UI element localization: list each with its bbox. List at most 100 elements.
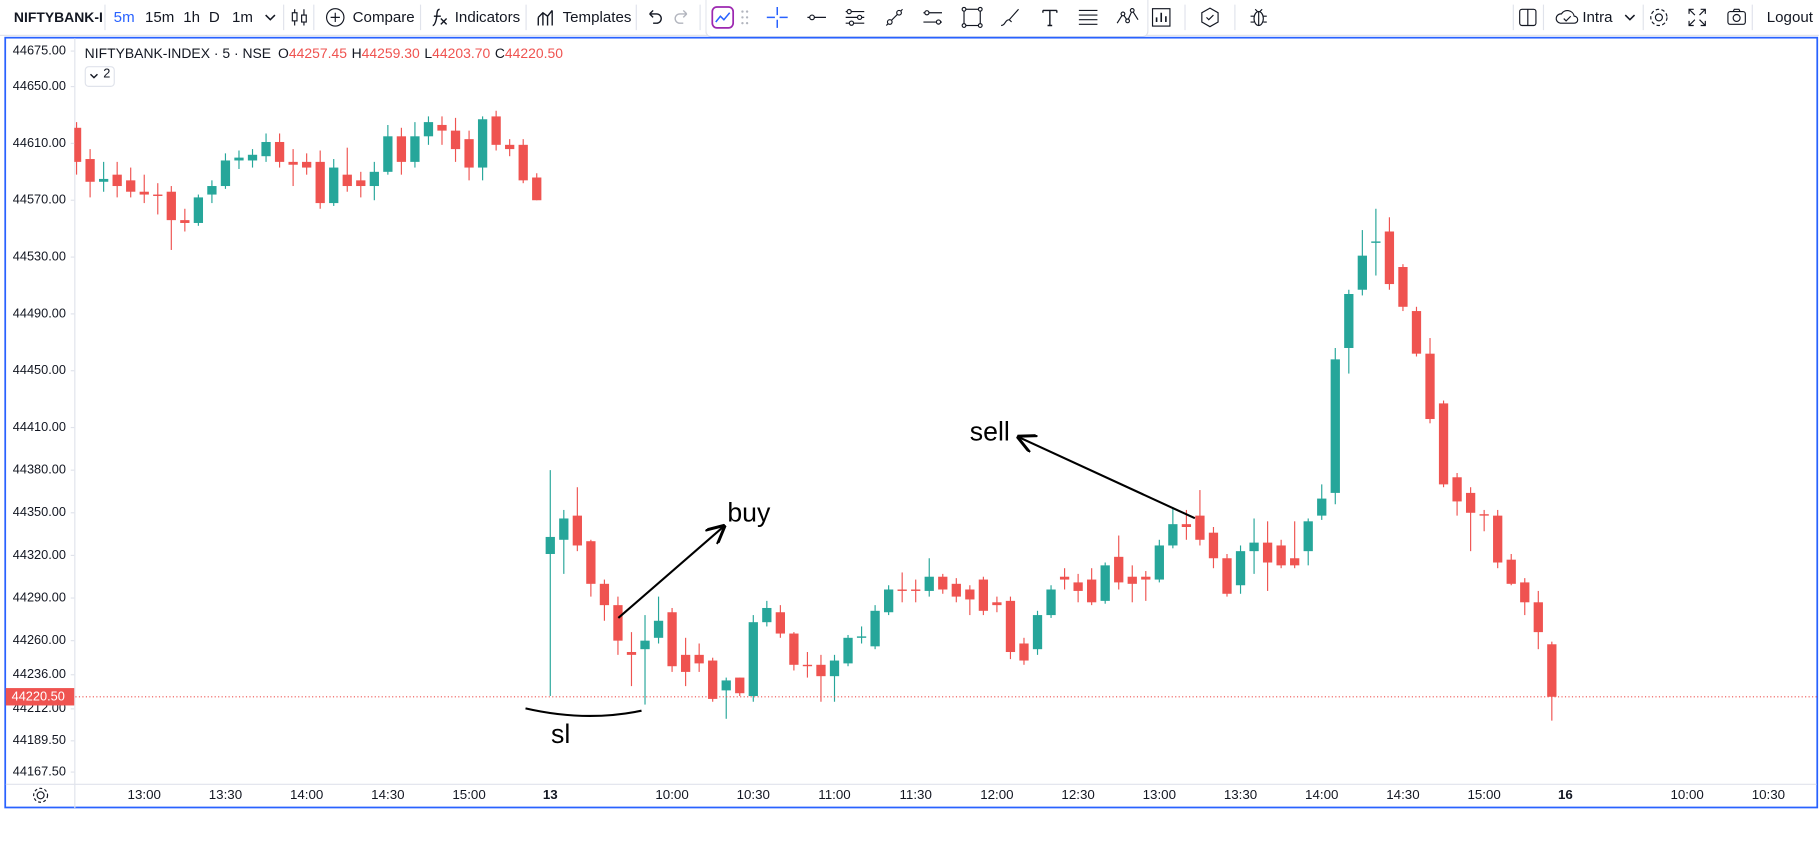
candle-body — [680, 654, 691, 672]
candle-body — [545, 536, 555, 554]
y-tick-label: 44610.00 — [13, 135, 66, 150]
crosshair-tool[interactable] — [766, 6, 789, 29]
candle-body — [532, 177, 542, 201]
candle-body — [1465, 492, 1476, 513]
candle-body — [802, 664, 813, 667]
buy-arrow — [617, 526, 724, 619]
divider — [313, 4, 315, 31]
layout-name[interactable]: Intra — [1582, 8, 1613, 26]
candle-body — [1249, 542, 1259, 552]
x-tick-label: 10:30 — [1752, 787, 1785, 802]
x-tick-label: 13:30 — [1224, 787, 1257, 802]
redo-icon[interactable] — [672, 7, 693, 28]
ray-tool[interactable] — [883, 6, 906, 29]
x-tick-label: 14:00 — [290, 787, 323, 802]
candle-body — [1520, 582, 1530, 603]
candle-body — [735, 677, 745, 694]
x-tick-label: 14:00 — [1305, 787, 1338, 802]
divider — [1512, 4, 1514, 31]
layout-icon[interactable] — [1517, 7, 1538, 28]
interval[interactable]: D — [208, 8, 220, 26]
candle-body — [112, 174, 122, 187]
x-tick-label: 10:30 — [737, 787, 770, 802]
fib-tool[interactable] — [1077, 6, 1100, 29]
hlines-tool[interactable] — [843, 6, 866, 29]
ohlc-item: H44259.30 — [352, 45, 420, 62]
templates-button[interactable]: Templates — [562, 8, 632, 26]
candle-body — [965, 589, 975, 600]
interval[interactable]: 1m — [232, 8, 253, 26]
logout-button[interactable]: Logout — [1766, 8, 1813, 26]
last-price-box — [5, 688, 75, 706]
candle-body — [383, 136, 393, 172]
alert-icon[interactable] — [1200, 7, 1221, 28]
candle-body — [1059, 576, 1070, 580]
bottom-toolbar: 1d 5d 1m 3m 6m 1y 5y 10y All 19:08:39 (U… — [0, 809, 1819, 844]
last-price-label: 44220.50 — [12, 689, 65, 704]
candle-body — [897, 589, 907, 591]
cloud-icon[interactable] — [1554, 7, 1580, 28]
chart-icon[interactable] — [1151, 7, 1172, 28]
snapshot-icon[interactable] — [1726, 7, 1747, 28]
undo-icon[interactable] — [644, 7, 665, 28]
candle-body — [829, 660, 840, 677]
candle-body — [883, 589, 894, 613]
chart-type-icon[interactable] — [289, 7, 310, 28]
drag-handle[interactable] — [739, 8, 751, 27]
y-tick-label: 44570.00 — [13, 192, 66, 207]
channel-tool[interactable] — [921, 6, 944, 29]
drawing-toolbar — [705, 0, 1149, 38]
compare-button[interactable]: Compare — [352, 8, 415, 26]
interval[interactable]: 1h — [183, 8, 201, 26]
candle-body — [1506, 559, 1516, 584]
y-tick-label: 44167.50 — [13, 763, 66, 778]
pattern-tool[interactable] — [1115, 3, 1141, 29]
x-tick-label: 14:30 — [371, 787, 404, 802]
interval[interactable]: 5m — [113, 8, 135, 26]
gear-icon[interactable] — [33, 787, 49, 803]
candle-body — [951, 583, 961, 597]
x-tick-label: 13 — [543, 787, 558, 802]
candle-body — [410, 136, 420, 162]
candle-body — [315, 161, 325, 204]
text-tool[interactable] — [1038, 6, 1061, 29]
candle-body — [166, 191, 176, 221]
candle-body — [1181, 524, 1192, 527]
collapse-button[interactable] — [84, 66, 115, 87]
candle-body — [247, 154, 258, 161]
candle-body — [924, 576, 934, 591]
candle-body — [762, 607, 772, 623]
y-tick-label: 44189.50 — [13, 732, 66, 747]
indicators-button[interactable]: Indicators — [454, 8, 521, 26]
symbol[interactable]: NIFTYBANK-I — [13, 9, 103, 26]
indicators-icon[interactable] — [429, 7, 450, 28]
candle-body — [559, 518, 569, 540]
candle-body — [437, 124, 447, 131]
candle-body — [1127, 576, 1137, 584]
interval[interactable]: 15m — [145, 8, 175, 26]
candle-body — [1235, 551, 1246, 586]
candle-body — [789, 633, 799, 665]
candle-body — [505, 144, 515, 150]
debug-icon[interactable] — [1248, 7, 1269, 28]
line-tool[interactable] — [805, 6, 828, 29]
candle-body — [1344, 294, 1354, 348]
y-tick-label: 44290.00 — [13, 589, 66, 604]
annotation: sell — [970, 417, 1010, 447]
compare-icon[interactable] — [325, 7, 346, 28]
chevron[interactable] — [1619, 7, 1640, 28]
trend-tool[interactable] — [711, 6, 735, 29]
candle-body — [586, 541, 596, 584]
candle-body — [1019, 643, 1029, 661]
candle-body — [775, 612, 786, 634]
chevron[interactable] — [260, 7, 281, 28]
candle-body — [369, 171, 379, 187]
divider — [1642, 4, 1644, 31]
fullscreen-icon[interactable] — [1687, 7, 1708, 28]
candle-body — [220, 160, 231, 187]
brush-tool[interactable] — [999, 6, 1022, 29]
rectangle-tool[interactable] — [961, 6, 984, 29]
settings-icon[interactable] — [1648, 7, 1669, 28]
templates-icon[interactable] — [536, 7, 557, 28]
